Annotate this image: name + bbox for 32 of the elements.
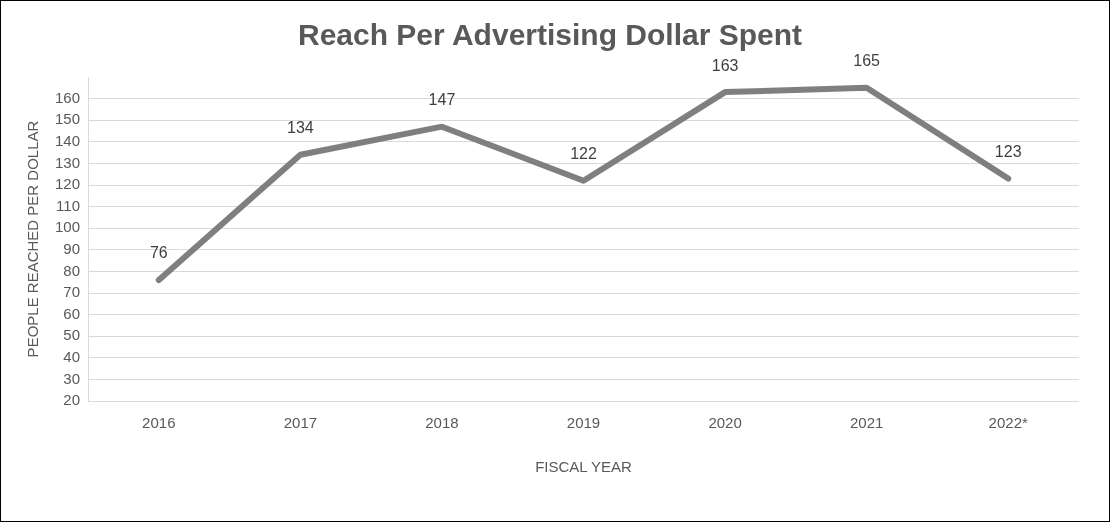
y-tick-label: 70	[63, 283, 81, 301]
x-tick-label: 2021	[849, 414, 884, 432]
y-tick-label: 110	[56, 196, 81, 214]
y-tick-label: 150	[55, 110, 81, 128]
y-tick-label: 130	[55, 153, 81, 171]
y-tick-label: 100	[55, 218, 81, 236]
x-tick-label: 2016	[142, 414, 176, 432]
data-label: 163	[711, 56, 739, 74]
x-tick-label: 2022*	[988, 414, 1028, 432]
y-tick-label: 160	[55, 88, 81, 106]
x-tick-label: 2020	[708, 414, 742, 432]
chart-title: Reach Per Advertising Dollar Spent	[297, 18, 803, 52]
x-tick-label: 2019	[566, 414, 601, 432]
x-axis-title: FISCAL YEAR	[535, 458, 633, 476]
data-label: 134	[287, 119, 314, 137]
y-tick-label: 30	[63, 369, 81, 387]
data-label: 123	[994, 142, 1022, 160]
x-tick-label: 2017	[283, 414, 318, 432]
y-tick-label: 60	[63, 304, 81, 322]
y-tick-label: 140	[55, 131, 81, 149]
data-label: 122	[570, 145, 597, 163]
y-tick-label: 50	[63, 326, 81, 344]
data-label: 165	[853, 52, 881, 70]
y-axis-title: PEOPLE REACHED PER DOLLAR	[24, 120, 42, 358]
y-tick-label: 90	[63, 239, 81, 257]
y-tick-label: 120	[55, 175, 81, 193]
y-tick-label: 40	[63, 347, 81, 365]
y-tick-label: 20	[63, 391, 81, 409]
data-label: 147	[428, 91, 456, 109]
y-tick-label: 80	[63, 261, 81, 279]
x-tick-label: 2018	[425, 414, 459, 432]
data-label: 76	[149, 244, 168, 262]
